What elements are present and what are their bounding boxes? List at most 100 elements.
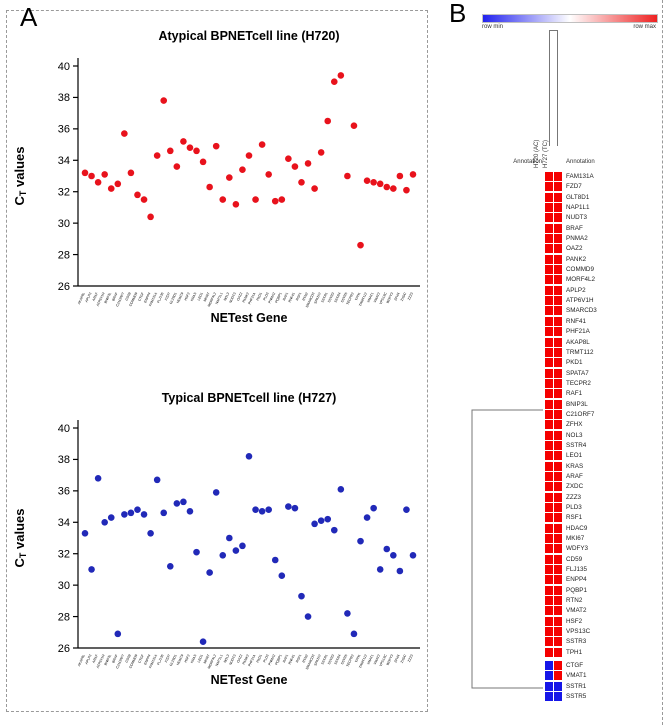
data-point <box>160 97 168 104</box>
heatmap-cell <box>554 606 562 616</box>
data-point <box>396 567 404 575</box>
gene-label: BNIP3L <box>566 400 588 408</box>
x-tick-label: SPATA7 <box>313 292 322 305</box>
x-tick-label: SSTR4 <box>333 292 341 304</box>
heatmap-row: HSF2 <box>545 616 597 626</box>
gene-label: BRAF <box>566 224 583 232</box>
heatmap-cell <box>545 554 553 564</box>
data-point <box>140 196 148 203</box>
heatmap-row: RAF1 <box>545 389 597 399</box>
annotation-label-right: Annotation <box>566 159 595 165</box>
heatmap-cell <box>554 347 562 357</box>
x-tick-label: FZD7 <box>164 654 171 663</box>
chart-title: Atypical BPNETcell line (H720) <box>158 29 339 43</box>
heatmap-cell <box>545 482 553 492</box>
gene-label: HDAC9 <box>566 524 588 532</box>
gene-label: FAM131A <box>566 173 594 180</box>
heatmap-row: SPATA7 <box>545 368 597 378</box>
data-point <box>304 160 312 167</box>
heatmap-cell <box>545 681 553 691</box>
x-tick-label: SSTR4 <box>333 654 341 666</box>
gene-label: SSTR3 <box>566 638 587 646</box>
data-point <box>357 537 364 545</box>
data-point <box>199 638 207 646</box>
x-tick-label: SSTR1 <box>320 654 328 666</box>
x-tick-label: RTN2 <box>302 654 309 664</box>
x-axis-label: NETest Gene <box>211 673 288 687</box>
data-point <box>278 196 286 203</box>
data-point <box>330 78 338 86</box>
x-tick-label: APLP2 <box>84 654 92 665</box>
heatmap-row: SMARCD3 <box>545 306 597 316</box>
gene-label: VMAT2 <box>566 607 587 615</box>
heatmap-cell <box>554 627 562 637</box>
x-tick-label: ZFHX <box>393 653 401 663</box>
x-tick-label: HSF2 <box>184 654 191 664</box>
data-point <box>206 569 213 576</box>
heatmap-cell <box>554 523 562 533</box>
heatmap-cell <box>545 430 553 440</box>
data-point <box>265 171 272 178</box>
gene-label: RAF1 <box>566 390 583 398</box>
data-point <box>403 186 410 194</box>
x-tick-label: TRMT112 <box>358 654 368 669</box>
heatmap-row: BRAF <box>545 223 597 233</box>
x-tick-label: RAF1 <box>282 654 289 664</box>
x-tick-label: WDFY3 <box>386 654 395 667</box>
gene-label: C21ORF7 <box>566 410 595 418</box>
heatmap-row: PKD1 <box>545 358 597 368</box>
heatmap-cell <box>554 471 562 481</box>
heatmap-cell <box>554 585 562 595</box>
y-tick-label: 26 <box>58 643 70 655</box>
chart-title: Typical BPNETcell line (H727) <box>162 391 337 405</box>
x-tick-label: MORF4L2 <box>207 292 217 308</box>
gene-label: PNMA2 <box>566 235 588 243</box>
data-point <box>363 514 371 521</box>
data-point <box>186 144 194 152</box>
heatmap-cell <box>545 327 553 337</box>
data-point <box>121 511 128 518</box>
heatmap-cell <box>545 213 553 223</box>
heatmap-cell <box>554 337 562 347</box>
heatmap-row: C21ORF7 <box>545 409 597 419</box>
x-tick-label: RTN2 <box>302 292 309 302</box>
y-tick-label: 36 <box>58 124 70 136</box>
gene-label: TECPR2 <box>566 379 591 387</box>
x-tick-label: PQBP1 <box>274 292 282 304</box>
heatmap-cell <box>554 616 562 626</box>
heatmap-cell <box>554 671 562 681</box>
data-point <box>134 506 141 514</box>
heatmap-cell <box>554 213 562 223</box>
x-tick-label: MKI67 <box>203 292 211 303</box>
heatmap-row: BNIP3L <box>545 399 597 409</box>
x-tick-label: RSF1 <box>295 292 302 302</box>
gene-label: LEO1 <box>566 452 583 460</box>
data-point <box>94 474 102 482</box>
x-tick-label: NOL3 <box>223 654 230 664</box>
x-tick-label: PKD1 <box>256 292 263 302</box>
heatmap-cell <box>545 337 553 347</box>
gene-label: TPH1 <box>566 648 583 656</box>
data-point <box>285 155 292 163</box>
data-point <box>252 506 259 514</box>
data-point <box>291 504 299 512</box>
heatmap-cell <box>545 534 553 544</box>
data-point <box>226 534 233 542</box>
x-tick-label: PLD3 <box>262 654 269 663</box>
heatmap-row: VPS13C <box>545 627 597 637</box>
data-point <box>271 197 279 205</box>
x-tick-label: SSTR5 <box>340 654 348 666</box>
heatmap-cell <box>554 378 562 388</box>
x-tick-label: NUDT3 <box>228 654 236 666</box>
x-tick-label: TPH1 <box>354 292 361 302</box>
heatmap-cell <box>545 265 553 275</box>
data-point <box>212 142 220 150</box>
heatmap-cell <box>554 223 562 233</box>
heatmap-row: FAM131A <box>545 172 597 181</box>
data-point <box>121 130 128 137</box>
x-axis-label: NETest Gene <box>211 311 288 325</box>
heatmap-row: FLJ135 <box>545 565 597 575</box>
heatmap-cell <box>545 544 553 554</box>
x-tick-label: TECPR2 <box>346 654 355 668</box>
x-tick-label: FAM131A <box>148 653 158 669</box>
